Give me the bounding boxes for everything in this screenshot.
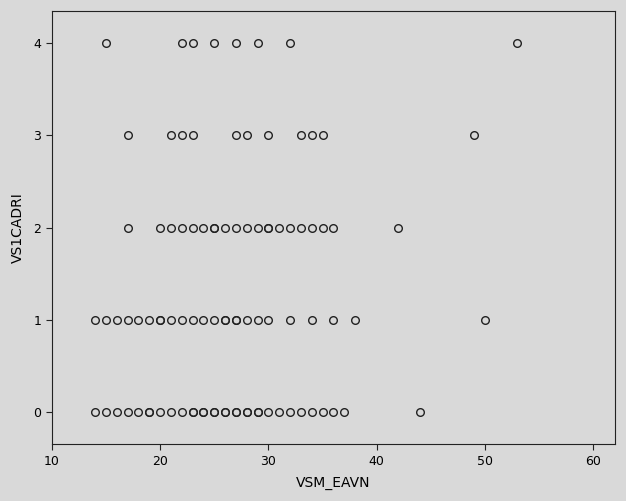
Y-axis label: VS1CADRI: VS1CADRI <box>11 192 25 263</box>
X-axis label: VSM_EAVN: VSM_EAVN <box>296 476 371 490</box>
